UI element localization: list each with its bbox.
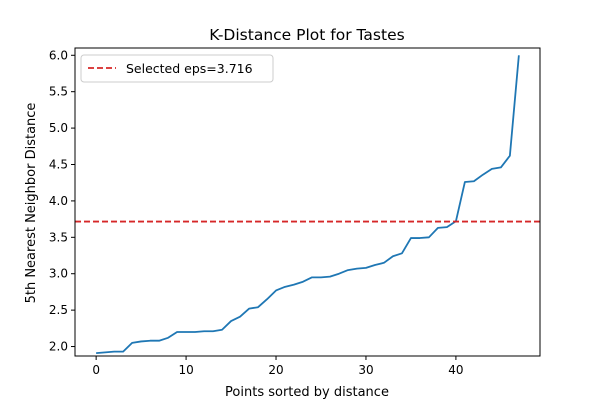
y-tick-label-2.5: 2.5 [49, 303, 68, 317]
plot-area: 0 10 20 30 40 2.0 2.5 3.0 3.5 4.0 4.5 5.0 5.5 6.0 [49, 47, 541, 377]
series-line-0 [96, 55, 520, 354]
x-tick-label-0: 0 [92, 363, 100, 377]
y-tick-label-4.5: 4.5 [49, 158, 68, 172]
y-tick-label-5.0: 5.0 [49, 121, 68, 135]
x-tick-label-10: 10 [178, 363, 193, 377]
y-tick-label-4.0: 4.0 [49, 194, 68, 208]
y-axis-label: 5th Nearest Neighbor Distance [24, 103, 39, 304]
y-tick-label-2.0: 2.0 [49, 340, 68, 354]
y-tick-label-3.5: 3.5 [49, 230, 68, 244]
x-axis-label: Points sorted by distance [225, 385, 389, 400]
legend-label-eps: Selected eps=3.716 [126, 61, 253, 76]
x-tick-label-20: 20 [268, 363, 283, 377]
x-tick-label-30: 30 [358, 363, 373, 377]
y-tick-label-5.5: 5.5 [49, 85, 68, 99]
x-tick-label-40: 40 [448, 363, 463, 377]
y-tick-label-6.0: 6.0 [49, 48, 68, 62]
chart-title: K-Distance Plot for Tastes [209, 26, 404, 44]
y-tick-label-3.0: 3.0 [49, 267, 68, 281]
axes-frame [74, 47, 541, 357]
legend: Selected eps=3.716 [80, 54, 274, 83]
legend-box [80, 54, 274, 83]
